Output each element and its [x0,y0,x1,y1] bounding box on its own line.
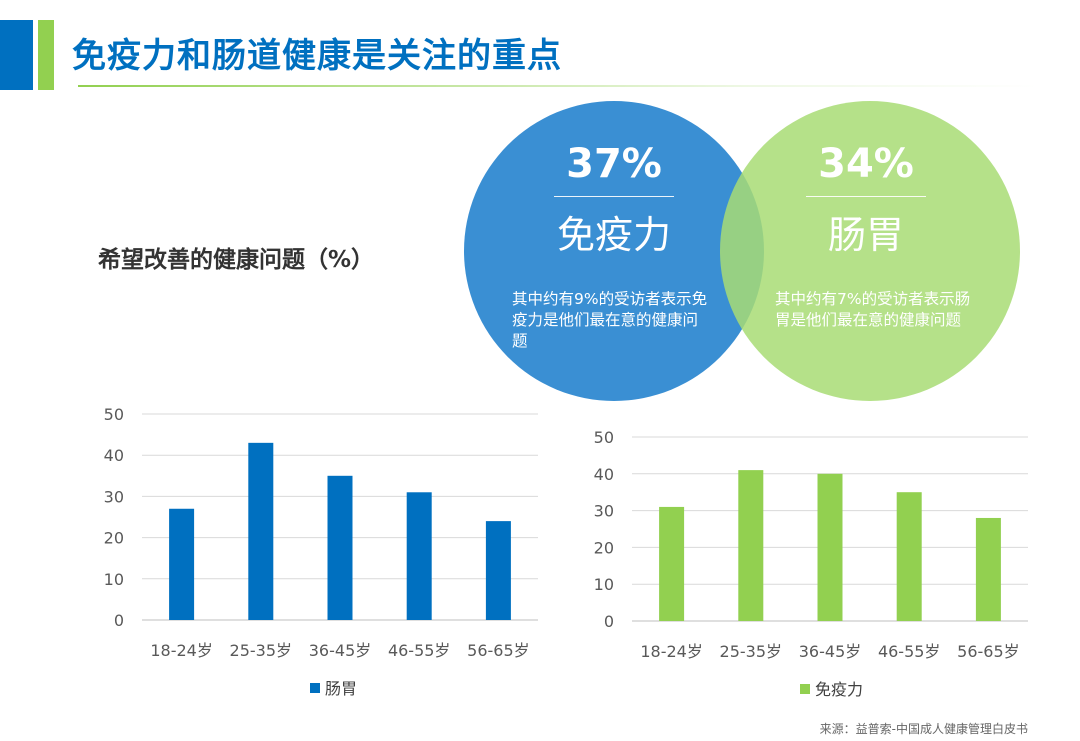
venn-left-name: 免疫力 [556,213,671,257]
title-accent-bar-blue [0,20,33,90]
page-title: 免疫力和肠道健康是关注的重点 [72,36,562,76]
bar [659,506,685,621]
venn-right-rule [806,196,926,197]
x-tick-label: 25-35岁 [230,641,292,660]
x-tick-label: 25-35岁 [720,642,783,661]
source-note: 来源：益普索-中国成人健康管理白皮书 [819,722,1028,736]
x-tick-label: 18-24岁 [150,641,213,660]
y-tick-label: 10 [594,575,614,594]
y-tick-label: 40 [594,465,614,484]
bar [738,470,764,621]
bar [896,492,922,621]
x-tick-label: 56-65岁 [467,641,530,660]
venn-right-header: 34% [806,144,926,197]
venn-right-name: 肠胃 [827,213,904,257]
y-tick-label: 30 [594,502,614,521]
legend-swatch [800,684,810,694]
legend-label: 肠胃 [325,679,357,698]
venn-right-name-wrap: 肠胃 [786,216,946,254]
venn-right-desc: 其中约有7%的受访者表示肠胃是他们最在意的健康问题 [775,290,971,329]
x-tick-label: 46-55岁 [388,641,451,660]
bar-chart-immunity: 0 10 20 30 40 50 18-24岁 25-35岁 36-45岁 46-55岁 56-65… [594,428,1028,699]
venn-right-percent: 34% [818,141,914,187]
y-tick-label: 40 [104,446,124,465]
bar-chart-gut: 0 10 20 30 40 50 18-24岁 25-35岁 36-45岁 46-55岁 56-65… [104,405,538,698]
x-tick-label: 46-55岁 [878,642,941,661]
venn-left-name-wrap: 免疫力 [534,216,694,254]
y-tick-label: 20 [104,529,124,548]
y-tick-label: 0 [604,612,614,631]
y-tick-label: 20 [594,538,614,557]
legend-label: 免疫力 [815,680,863,699]
bar [817,473,843,621]
legend-swatch [310,683,320,693]
x-tick-label: 56-65岁 [957,642,1020,661]
y-tick-label: 0 [114,611,124,630]
venn-left-header: 37% [554,144,674,197]
y-tick-label: 50 [594,428,614,447]
venn-left-percent: 37% [566,141,662,187]
bar [485,521,511,620]
x-tick-label: 36-45岁 [309,641,372,660]
x-tick-label: 36-45岁 [799,642,862,661]
y-tick-label: 50 [104,405,124,424]
bar [169,508,195,620]
bar [327,475,353,620]
title-accent-bar-green [38,20,54,90]
venn-left-rule [554,196,674,197]
y-tick-label: 30 [104,487,124,506]
y-tick-label: 10 [104,570,124,589]
x-tick-label: 18-24岁 [640,642,703,661]
bar [406,492,432,620]
chart-subtitle: 希望改善的健康问题（%） [98,247,375,273]
title-divider [78,85,1038,87]
bar [975,517,1001,621]
venn-left-desc: 其中约有9%的受访者表示免疫力是他们最在意的健康问题 [512,290,708,350]
bar [248,442,274,620]
